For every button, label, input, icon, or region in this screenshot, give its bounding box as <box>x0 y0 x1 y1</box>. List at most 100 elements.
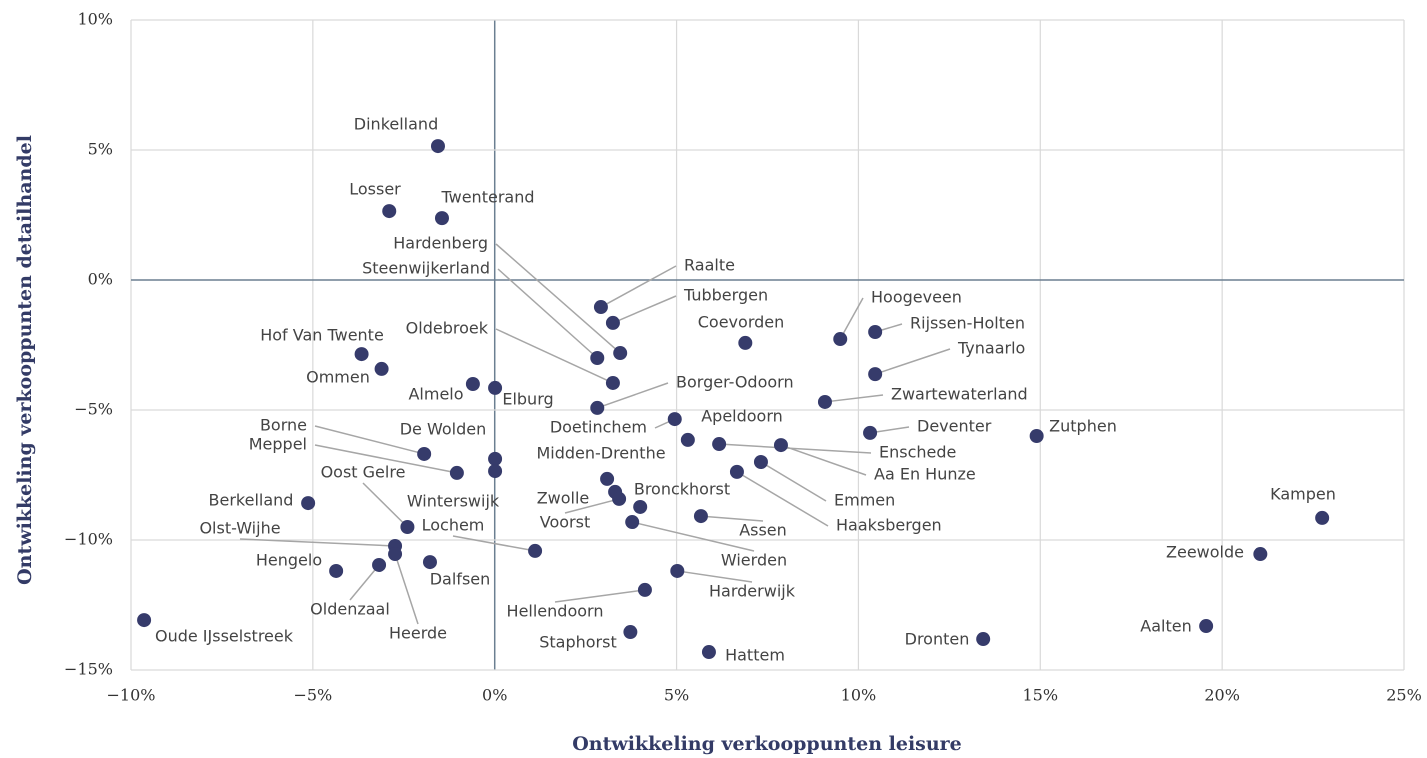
leader-line <box>700 515 764 522</box>
point-label: Staphorst <box>539 633 617 652</box>
point <box>1029 429 1044 443</box>
point <box>1199 619 1214 634</box>
leader-line <box>452 535 536 552</box>
point-label: Aalten <box>1140 617 1191 636</box>
y-tick-label: 5% <box>88 140 113 159</box>
leader-line <box>824 394 884 403</box>
point-label: Losser <box>349 180 401 199</box>
point <box>1315 510 1330 525</box>
leader-line <box>314 425 425 455</box>
point <box>434 211 449 226</box>
point <box>613 346 628 361</box>
point <box>449 465 464 480</box>
y-tick-label: 0% <box>88 270 113 289</box>
leader-line <box>760 461 827 502</box>
point <box>354 347 369 362</box>
point <box>1253 547 1268 562</box>
point <box>612 491 627 506</box>
point <box>667 412 682 427</box>
leader-line <box>874 348 951 375</box>
point <box>753 455 768 469</box>
point <box>372 557 387 572</box>
leader-line <box>677 570 753 583</box>
point-label: Assen <box>739 521 787 540</box>
point-label: Haaksbergen <box>836 516 942 535</box>
point-label: Tynaarlo <box>957 339 1025 358</box>
point <box>868 367 883 382</box>
point <box>670 563 685 578</box>
point <box>605 315 620 330</box>
point-label: Lochem <box>422 516 485 535</box>
y-tick-label: −5% <box>74 400 113 419</box>
point-label: Midden-Drenthe <box>536 444 665 463</box>
point <box>680 432 695 447</box>
point <box>633 499 648 514</box>
point <box>976 632 991 647</box>
x-tick-label: 15% <box>1023 686 1059 705</box>
x-tick-label: 5% <box>664 686 689 705</box>
x-axis-title: Ontwikkeling verkooppunten leisure <box>572 733 962 755</box>
point-label: Wierden <box>721 551 787 570</box>
x-tick-label: 10% <box>841 686 877 705</box>
x-tick-label: −5% <box>293 686 332 705</box>
point-label: Oldenzaal <box>310 600 390 619</box>
leader-line <box>497 268 598 359</box>
x-tick-label: 0% <box>482 686 507 705</box>
leader-line <box>612 295 677 324</box>
point-label: Hengelo <box>256 551 322 570</box>
point-label: Kampen <box>1270 485 1336 504</box>
point-label: Twenterand <box>441 188 535 207</box>
leader-line <box>719 443 872 454</box>
point-label: Rijssen-Holten <box>910 314 1025 333</box>
point <box>488 451 503 466</box>
point-label: Elburg <box>502 390 553 409</box>
x-tick-label: −10% <box>107 686 156 705</box>
point-label: Voorst <box>540 513 590 532</box>
leader-line <box>597 382 669 409</box>
point <box>400 520 415 534</box>
leader-line <box>564 498 620 514</box>
point-label: Emmen <box>834 491 895 510</box>
point <box>712 437 727 452</box>
point-label: Harderwijk <box>709 582 796 601</box>
leader-line <box>239 538 396 547</box>
y-tick-label: 10% <box>77 10 113 29</box>
point <box>868 325 883 339</box>
point <box>301 496 316 511</box>
point-label: Zutphen <box>1049 417 1117 436</box>
point <box>593 300 608 315</box>
point <box>600 471 615 486</box>
point <box>625 515 640 530</box>
point-label: Hardenberg <box>393 234 488 253</box>
point-label: Dronten <box>905 630 970 649</box>
point-label: Enschede <box>879 443 956 462</box>
leader-line <box>554 589 646 603</box>
point <box>465 377 480 391</box>
point-label: Tubbergen <box>683 286 768 305</box>
point-label: Winterswijk <box>407 492 500 511</box>
x-tick-label: 20% <box>1204 686 1240 705</box>
y-axis-title: Ontwikkeling verkooppunten detailhandel <box>14 135 36 585</box>
point-label: Oude IJsselstreek <box>155 627 294 646</box>
point <box>422 555 437 570</box>
point <box>590 400 605 415</box>
leader-line <box>314 444 458 474</box>
point <box>605 375 620 390</box>
point-label: Olst-Wijhe <box>199 519 280 538</box>
point-label: Dinkelland <box>354 115 438 134</box>
leader-line <box>780 444 867 476</box>
point-label: Raalte <box>684 256 735 275</box>
leader-line <box>362 482 408 528</box>
point-label: Zeewolde <box>1166 543 1244 562</box>
point-label: Borne <box>260 416 307 435</box>
point <box>388 547 403 562</box>
point-label: Almelo <box>408 385 463 404</box>
leader-line <box>632 521 755 552</box>
point-label: Coevorden <box>698 313 785 332</box>
point-label: Steenwijkerland <box>362 259 490 278</box>
point <box>817 394 832 409</box>
point-label: Deventer <box>917 417 992 436</box>
y-tick-label: −10% <box>64 530 113 549</box>
point-label: Doetinchem <box>550 418 647 437</box>
point <box>833 332 848 347</box>
